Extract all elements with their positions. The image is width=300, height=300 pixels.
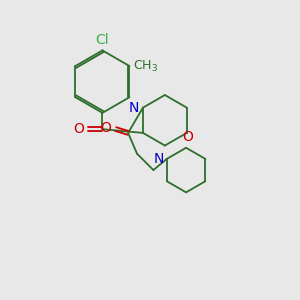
Text: Cl: Cl [96, 33, 109, 47]
Text: O: O [73, 122, 84, 136]
Text: O: O [182, 130, 193, 144]
Text: CH$_3$: CH$_3$ [133, 58, 158, 74]
Text: O: O [100, 122, 111, 136]
Text: N: N [129, 100, 140, 115]
Text: N: N [153, 152, 164, 166]
